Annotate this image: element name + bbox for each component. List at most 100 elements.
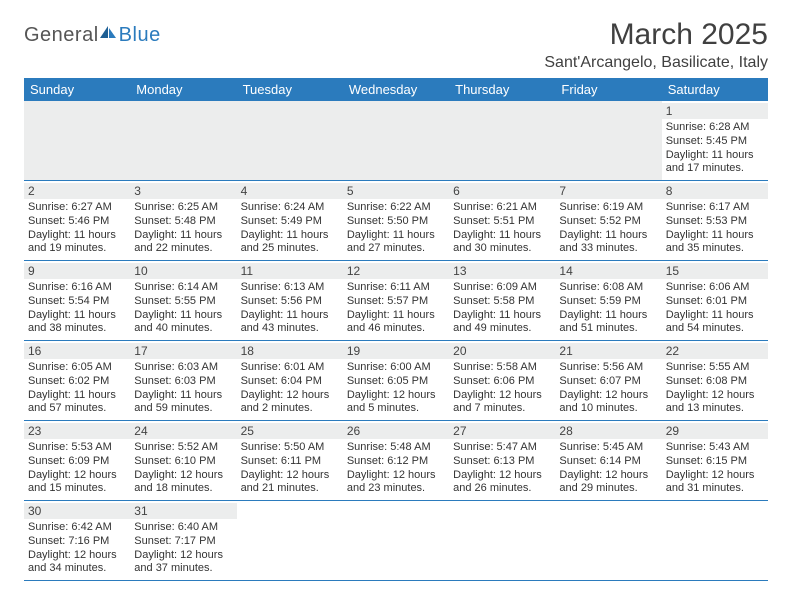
daylight-line: Daylight: 12 hours and 18 minutes. xyxy=(134,469,232,497)
sunset-line: Sunset: 6:01 PM xyxy=(666,295,764,309)
sunrise-line: Sunrise: 5:53 AM xyxy=(28,441,126,455)
day-number: 6 xyxy=(449,183,555,199)
sunrise-line: Sunrise: 6:27 AM xyxy=(28,201,126,215)
day-cell: 31Sunrise: 6:40 AMSunset: 7:17 PMDayligh… xyxy=(130,501,236,580)
sunrise-line: Sunrise: 6:16 AM xyxy=(28,281,126,295)
daylight-line: Daylight: 12 hours and 37 minutes. xyxy=(134,549,232,577)
day-cell: 23Sunrise: 5:53 AMSunset: 6:09 PMDayligh… xyxy=(24,421,130,500)
weekday-label: Tuesday xyxy=(237,78,343,101)
header: GeneralBlue March 2025 Sant'Arcangelo, B… xyxy=(24,18,768,72)
empty-cell xyxy=(555,501,661,580)
sunset-line: Sunset: 7:16 PM xyxy=(28,535,126,549)
daylight-line: Daylight: 12 hours and 15 minutes. xyxy=(28,469,126,497)
daylight-line: Daylight: 12 hours and 31 minutes. xyxy=(666,469,764,497)
day-number: 27 xyxy=(449,423,555,439)
sunrise-line: Sunrise: 6:14 AM xyxy=(134,281,232,295)
sunset-line: Sunset: 6:11 PM xyxy=(241,455,339,469)
day-number: 7 xyxy=(555,183,661,199)
day-number: 13 xyxy=(449,263,555,279)
daylight-line: Daylight: 11 hours and 33 minutes. xyxy=(559,229,657,257)
daylight-line: Daylight: 12 hours and 34 minutes. xyxy=(28,549,126,577)
day-cell: 28Sunrise: 5:45 AMSunset: 6:14 PMDayligh… xyxy=(555,421,661,500)
empty-cell xyxy=(343,101,449,180)
sunset-line: Sunset: 5:58 PM xyxy=(453,295,551,309)
week-row: 9Sunrise: 6:16 AMSunset: 5:54 PMDaylight… xyxy=(24,261,768,341)
sunset-line: Sunset: 5:57 PM xyxy=(347,295,445,309)
sunrise-line: Sunrise: 6:01 AM xyxy=(241,361,339,375)
day-cell: 5Sunrise: 6:22 AMSunset: 5:50 PMDaylight… xyxy=(343,181,449,260)
day-cell: 2Sunrise: 6:27 AMSunset: 5:46 PMDaylight… xyxy=(24,181,130,260)
day-number: 21 xyxy=(555,343,661,359)
day-cell: 19Sunrise: 6:00 AMSunset: 6:05 PMDayligh… xyxy=(343,341,449,420)
day-cell: 26 Sunrise: 5:48 AMSunset: 6:12 PMDayligh… xyxy=(343,421,449,500)
daylight-line: Daylight: 12 hours and 5 minutes. xyxy=(347,389,445,417)
day-cell: 17Sunrise: 6:03 AMSunset: 6:03 PMDayligh… xyxy=(130,341,236,420)
empty-cell xyxy=(24,101,130,180)
empty-cell xyxy=(555,101,661,180)
daylight-line: Daylight: 11 hours and 40 minutes. xyxy=(134,309,232,337)
day-number: 20 xyxy=(449,343,555,359)
sunrise-line: Sunrise: 5:56 AM xyxy=(559,361,657,375)
day-number: 16 xyxy=(24,343,130,359)
day-cell: 12Sunrise: 6:11 AMSunset: 5:57 PMDayligh… xyxy=(343,261,449,340)
daylight-line: Daylight: 12 hours and 29 minutes. xyxy=(559,469,657,497)
sunrise-line: Sunrise: 6:06 AM xyxy=(666,281,764,295)
sunrise-line: Sunrise: 6:42 AM xyxy=(28,521,126,535)
weekday-header: SundayMondayTuesdayWednesdayThursdayFrid… xyxy=(24,78,768,101)
daylight-line: Daylight: 11 hours and 43 minutes. xyxy=(241,309,339,337)
daylight-line: Daylight: 11 hours and 54 minutes. xyxy=(666,309,764,337)
empty-cell xyxy=(662,501,768,580)
day-cell: 16Sunrise: 6:05 AMSunset: 6:02 PMDayligh… xyxy=(24,341,130,420)
day-cell: 15Sunrise: 6:06 AMSunset: 6:01 PMDayligh… xyxy=(662,261,768,340)
sunset-line: Sunset: 5:51 PM xyxy=(453,215,551,229)
sunset-line: Sunset: 6:08 PM xyxy=(666,375,764,389)
day-cell: 24Sunrise: 5:52 AMSunset: 6:10 PMDayligh… xyxy=(130,421,236,500)
sunrise-line: Sunrise: 6:22 AM xyxy=(347,201,445,215)
sunrise-line: Sunrise: 6:05 AM xyxy=(28,361,126,375)
sunset-line: Sunset: 5:45 PM xyxy=(666,135,764,149)
day-number: 26 xyxy=(343,423,449,439)
sunrise-line: Sunrise: 6:17 AM xyxy=(666,201,764,215)
sunset-line: Sunset: 6:03 PM xyxy=(134,375,232,389)
sunrise-line: Sunrise: 5:43 AM xyxy=(666,441,764,455)
sunrise-line: Sunrise: 5:45 AM xyxy=(559,441,657,455)
day-cell: 6Sunrise: 6:21 AMSunset: 5:51 PMDaylight… xyxy=(449,181,555,260)
calendar: SundayMondayTuesdayWednesdayThursdayFrid… xyxy=(24,78,768,581)
daylight-line: Daylight: 11 hours and 25 minutes. xyxy=(241,229,339,257)
day-number: 9 xyxy=(24,263,130,279)
empty-cell xyxy=(449,501,555,580)
sunrise-line: Sunrise: 5:52 AM xyxy=(134,441,232,455)
day-cell: 4Sunrise: 6:24 AMSunset: 5:49 PMDaylight… xyxy=(237,181,343,260)
sunset-line: Sunset: 6:04 PM xyxy=(241,375,339,389)
empty-cell xyxy=(237,101,343,180)
sunrise-line: Sunrise: 6:25 AM xyxy=(134,201,232,215)
day-number: 25 xyxy=(237,423,343,439)
week-row: 23Sunrise: 5:53 AMSunset: 6:09 PMDayligh… xyxy=(24,421,768,501)
day-number: 28 xyxy=(555,423,661,439)
day-cell: 21Sunrise: 5:56 AMSunset: 6:07 PMDayligh… xyxy=(555,341,661,420)
sunset-line: Sunset: 5:56 PM xyxy=(241,295,339,309)
sunset-line: Sunset: 5:46 PM xyxy=(28,215,126,229)
sunset-line: Sunset: 6:12 PM xyxy=(347,455,445,469)
empty-cell xyxy=(237,501,343,580)
sunrise-line: Sunrise: 6:08 AM xyxy=(559,281,657,295)
sunrise-line: Sunrise: 5:48 AM xyxy=(347,441,445,455)
empty-cell xyxy=(343,501,449,580)
sunrise-line: Sunrise: 6:21 AM xyxy=(453,201,551,215)
daylight-line: Daylight: 12 hours and 13 minutes. xyxy=(666,389,764,417)
location: Sant'Arcangelo, Basilicate, Italy xyxy=(544,54,768,72)
sunrise-line: Sunrise: 5:47 AM xyxy=(453,441,551,455)
title-block: March 2025 Sant'Arcangelo, Basilicate, I… xyxy=(544,18,768,72)
sunrise-line: Sunrise: 6:11 AM xyxy=(347,281,445,295)
week-row: 16Sunrise: 6:05 AMSunset: 6:02 PMDayligh… xyxy=(24,341,768,421)
daylight-line: Daylight: 12 hours and 23 minutes. xyxy=(347,469,445,497)
empty-cell xyxy=(130,101,236,180)
sunrise-line: Sunrise: 5:55 AM xyxy=(666,361,764,375)
daylight-line: Daylight: 11 hours and 27 minutes. xyxy=(347,229,445,257)
brand-part1: General xyxy=(24,24,99,47)
day-number: 1 xyxy=(662,103,768,119)
sunrise-line: Sunrise: 6:24 AM xyxy=(241,201,339,215)
daylight-line: Daylight: 11 hours and 57 minutes. xyxy=(28,389,126,417)
day-cell: 20Sunrise: 5:58 AMSunset: 6:06 PMDayligh… xyxy=(449,341,555,420)
daylight-line: Daylight: 11 hours and 59 minutes. xyxy=(134,389,232,417)
